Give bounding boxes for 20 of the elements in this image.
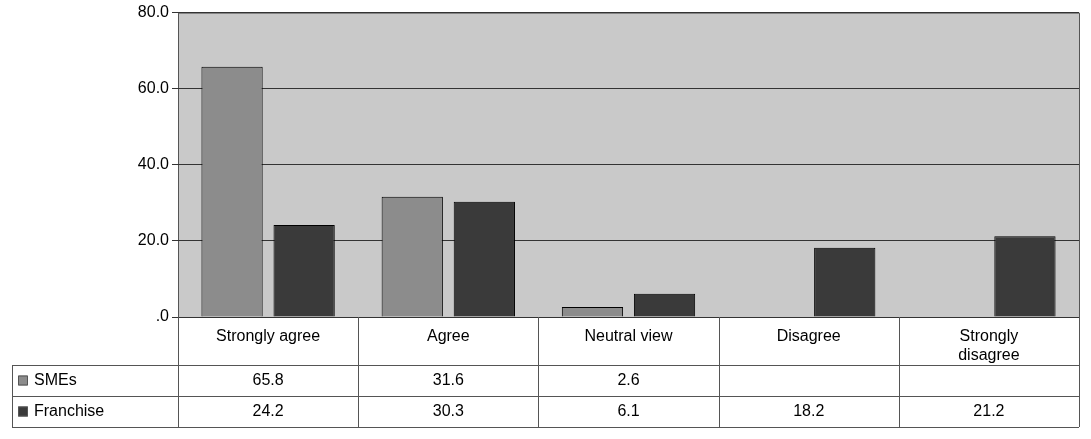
x-tick-label: Strongly agree <box>216 327 321 345</box>
legend-label: Franchise <box>34 401 105 419</box>
data-label: 65.8 <box>252 370 284 388</box>
x-tick-label: Agree <box>426 327 470 345</box>
legend-label: SMEs <box>34 370 77 388</box>
data-label: 31.6 <box>432 370 464 388</box>
x-tick-label: Strongly disagree <box>958 327 1020 364</box>
y-tick-label: 40.0 <box>137 155 170 173</box>
data-label: 2.6 <box>617 370 640 388</box>
data-label: 30.3 <box>432 401 464 419</box>
y-tick-label: 20.0 <box>137 231 170 249</box>
data-label: 18.2 <box>793 401 825 419</box>
data-label: 21.2 <box>973 401 1005 419</box>
data-label: 6.1 <box>617 401 640 419</box>
x-tick-label: Neutral view <box>584 327 673 345</box>
x-tick-label: Disagree <box>776 327 841 345</box>
y-tick-label: .0 <box>155 307 170 325</box>
y-tick-label: 80.0 <box>137 3 170 21</box>
data-label: 24.2 <box>252 401 284 419</box>
y-tick-label: 60.0 <box>137 79 170 97</box>
